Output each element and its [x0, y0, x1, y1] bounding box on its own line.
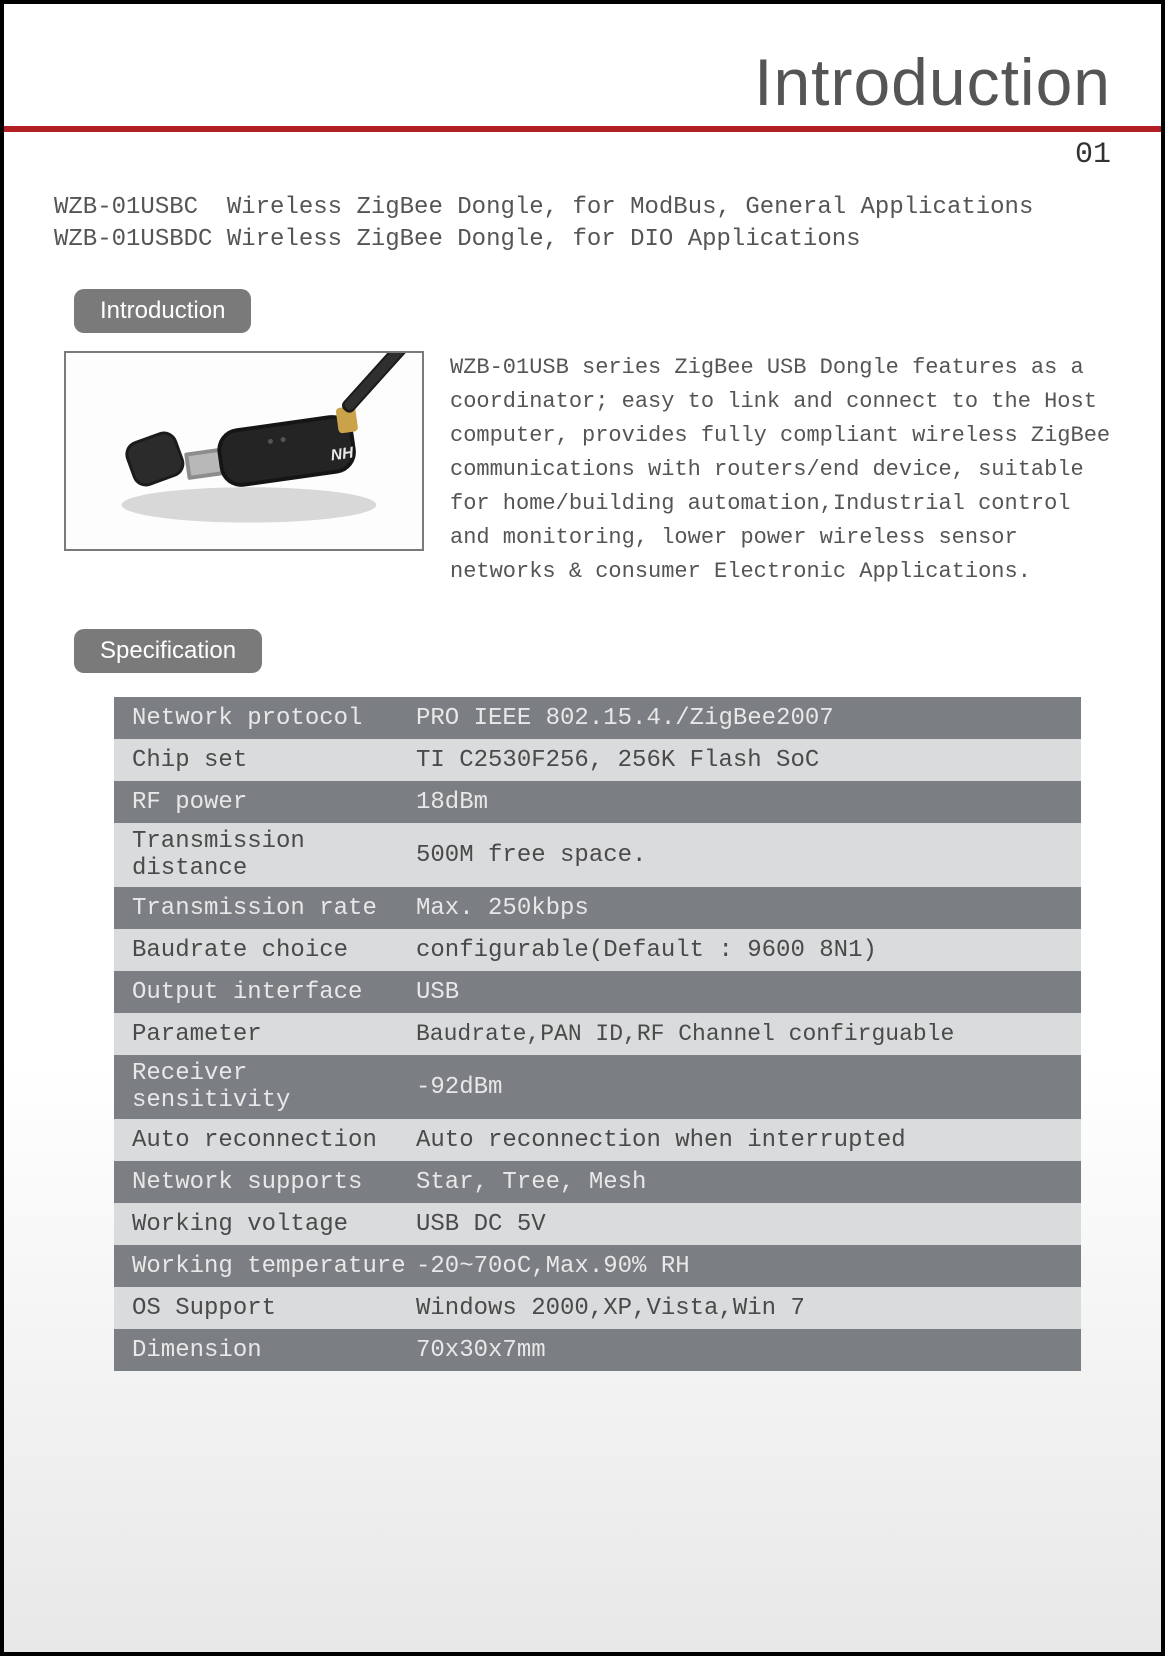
table-row: Transmission distance500M free space. [114, 823, 1081, 887]
spec-val: USB DC 5V [414, 1206, 1081, 1243]
spec-key: Chip set [114, 742, 414, 779]
product-line-1: WZB-01USBC Wireless ZigBee Dongle, for M… [54, 194, 1033, 221]
table-row: Network supportsStar, Tree, Mesh [114, 1161, 1081, 1203]
spec-val: TI C2530F256, 256K Flash SoC [414, 742, 1081, 779]
spec-key: Working temperature [114, 1248, 414, 1285]
spec-val: 500M free space. [414, 837, 1081, 874]
content-area: WZB-01USBC Wireless ZigBee Dongle, for M… [4, 172, 1161, 1652]
table-row: RF power18dBm [114, 781, 1081, 823]
table-row: Receiver sensitivity-92dBm [114, 1055, 1081, 1119]
table-row: OS SupportWindows 2000,XP,Vista,Win 7 [114, 1287, 1081, 1329]
spec-key: OS Support [114, 1290, 414, 1327]
table-row: Working temperature-20~70oC,Max.90% RH [114, 1245, 1081, 1287]
spec-key: Working voltage [114, 1206, 414, 1243]
spec-key: Baudrate choice [114, 932, 414, 969]
page-title: Introduction [54, 44, 1111, 120]
spec-table: Network protocolPRO IEEE 802.15.4./ZigBe… [114, 697, 1081, 1371]
spec-val: 18dBm [414, 784, 1081, 821]
table-row: Dimension70x30x7mm [114, 1329, 1081, 1371]
page-frame: Introduction 01 WZB-01USBC Wireless ZigB… [0, 0, 1165, 1656]
spec-key: Transmission distance [114, 823, 414, 887]
spec-val: 70x30x7mm [414, 1332, 1081, 1369]
spec-key: Auto reconnection [114, 1122, 414, 1159]
intro-row: NH WZB-01USB series ZigBee USB Dongle fe… [54, 351, 1111, 590]
spec-key: Dimension [114, 1332, 414, 1369]
spec-val: Auto reconnection when interrupted [414, 1122, 1081, 1159]
table-row: Baudrate choiceconfigurable(Default : 96… [114, 929, 1081, 971]
product-model-lines: WZB-01USBC Wireless ZigBee Dongle, for M… [54, 192, 1111, 257]
title-divider [4, 126, 1161, 132]
spec-val: Star, Tree, Mesh [414, 1164, 1081, 1201]
table-row: Network protocolPRO IEEE 802.15.4./ZigBe… [114, 697, 1081, 739]
dongle-illustration-icon: NH [66, 353, 422, 549]
spec-key: RF power [114, 784, 414, 821]
spec-val: Max. 250kbps [414, 890, 1081, 927]
page-number: 01 [4, 138, 1161, 172]
spec-val: Windows 2000,XP,Vista,Win 7 [414, 1290, 1081, 1327]
table-row: ParameterBaudrate,PAN ID,RF Channel conf… [114, 1013, 1081, 1055]
spec-key: Network protocol [114, 700, 414, 737]
spec-val: USB [414, 974, 1081, 1011]
section-tab-introduction: Introduction [74, 289, 251, 333]
product-line-2: WZB-01USBDC Wireless ZigBee Dongle, for … [54, 226, 861, 253]
spec-val: Baudrate,PAN ID,RF Channel confirguable [414, 1016, 1081, 1052]
table-row: Output interfaceUSB [114, 971, 1081, 1013]
spec-key: Parameter [114, 1016, 414, 1053]
table-row: Transmission rateMax. 250kbps [114, 887, 1081, 929]
spec-val: PRO IEEE 802.15.4./ZigBee2007 [414, 700, 1081, 737]
spec-val: -92dBm [414, 1069, 1081, 1106]
spec-val: -20~70oC,Max.90% RH [414, 1248, 1081, 1285]
table-row: Chip setTI C2530F256, 256K Flash SoC [114, 739, 1081, 781]
table-row: Working voltageUSB DC 5V [114, 1203, 1081, 1245]
intro-paragraph: WZB-01USB series ZigBee USB Dongle featu… [450, 351, 1111, 590]
spec-key: Output interface [114, 974, 414, 1011]
spec-key: Receiver sensitivity [114, 1055, 414, 1119]
svg-text:NH: NH [330, 444, 355, 464]
table-row: Auto reconnectionAuto reconnection when … [114, 1119, 1081, 1161]
spec-key: Network supports [114, 1164, 414, 1201]
spec-key: Transmission rate [114, 890, 414, 927]
section-tab-specification: Specification [74, 629, 262, 673]
spec-val: configurable(Default : 9600 8N1) [414, 932, 1081, 969]
header: Introduction [4, 4, 1161, 120]
product-photo: NH [64, 351, 424, 551]
